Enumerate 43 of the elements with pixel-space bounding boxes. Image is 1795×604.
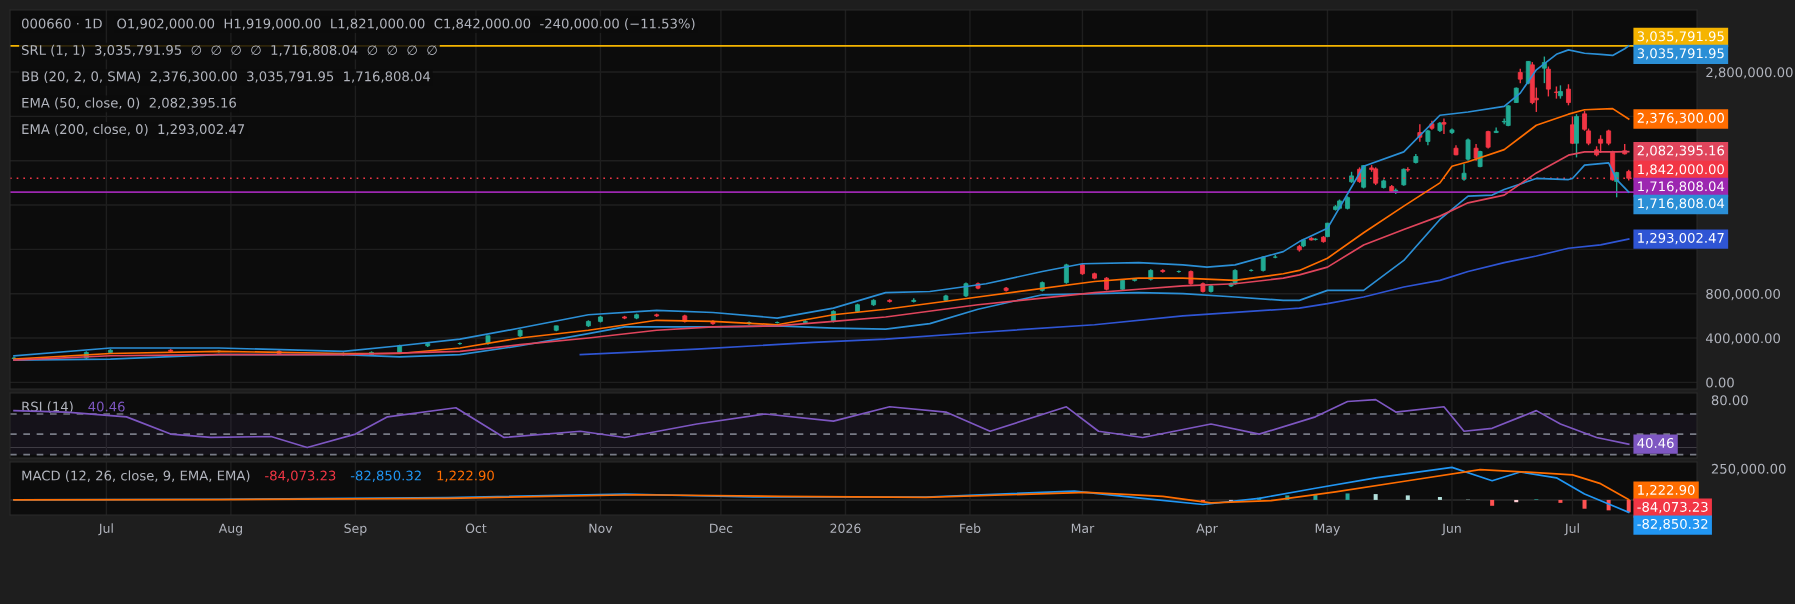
- text: 1,222.90: [437, 470, 494, 482]
- x-tick-label: Mar: [1071, 523, 1095, 534]
- x-tick-label: Oct: [465, 523, 487, 534]
- data-label: 2,376,300.00: [1637, 112, 1724, 125]
- x-tick-label: Aug: [218, 523, 242, 536]
- annotation: SRL (1, 1) 3,035,791.95 ∅ ∅ ∅ ∅ 1,716,808.04 ∅ ∅ ∅ ∅: [21, 44, 437, 57]
- annotation: -82,850.32: [1637, 518, 1708, 531]
- x-tick-label: Feb: [960, 523, 981, 534]
- y-tick-label: 400,000.00: [1705, 333, 1780, 345]
- text: 250,000.00: [1711, 463, 1786, 476]
- text: -82,850.32: [350, 470, 421, 482]
- annotation: BB (20, 2, 0, SMA) 2,376,300.00 3,035,791.95 1,716,808.04: [22, 71, 431, 83]
- x-tick-label: Dec: [710, 523, 733, 534]
- y-tick-label: 800,000.00: [1706, 288, 1780, 301]
- annotation: 40.46: [1637, 438, 1674, 448]
- data-label: 3,035,791.95: [1637, 48, 1724, 60]
- ref-line-label: 1,716,808.04: [1638, 181, 1725, 193]
- annotation: -84,073.23: [1637, 501, 1708, 514]
- text: 000660 · 1D: [21, 18, 102, 29]
- annotation: EMA (50, close, 0) 2,082,395.16: [22, 97, 236, 110]
- x-tick-label: 2026: [830, 523, 861, 534]
- ref-line-label: 1,842,000.00: [1638, 164, 1724, 176]
- text: 40.46: [88, 401, 125, 412]
- annotation: EMA (200, close, 0) 1,293,002.47: [22, 123, 245, 136]
- chart-title: MACD (12, 26, close, 9, EMA, EMA): [22, 470, 250, 483]
- data-label: 1,293,002.47: [1638, 232, 1724, 245]
- y-tick-label: 2,800,000.00: [1706, 67, 1793, 79]
- text: 80.00: [1711, 395, 1748, 406]
- annotation: O1,902,000.00 H1,919,000.00 L1,821,000.00 C1,842,000.00 -240,000.00 (−11.53%): [117, 18, 695, 31]
- x-tick-label: Jun: [1441, 523, 1461, 536]
- data-label: 2,082,395.16: [1637, 145, 1725, 157]
- x-tick-label: Jul: [1564, 523, 1579, 536]
- ref-line-label: 3,035,791.95: [1637, 31, 1724, 43]
- x-tick-label: May: [1315, 523, 1341, 536]
- x-tick-label: Sep: [344, 523, 367, 536]
- x-tick-label: Jul: [98, 523, 113, 536]
- text: -84,073.23: [265, 470, 336, 482]
- y-tick-label: 0.00: [1706, 377, 1734, 388]
- annotation: 1,222.90: [1638, 484, 1695, 497]
- data-label: 1,716,808.04: [1638, 198, 1725, 210]
- x-tick-label: Nov: [589, 523, 613, 534]
- x-tick-label: Apr: [1196, 523, 1218, 536]
- chart-title: RSI (14): [22, 401, 73, 414]
